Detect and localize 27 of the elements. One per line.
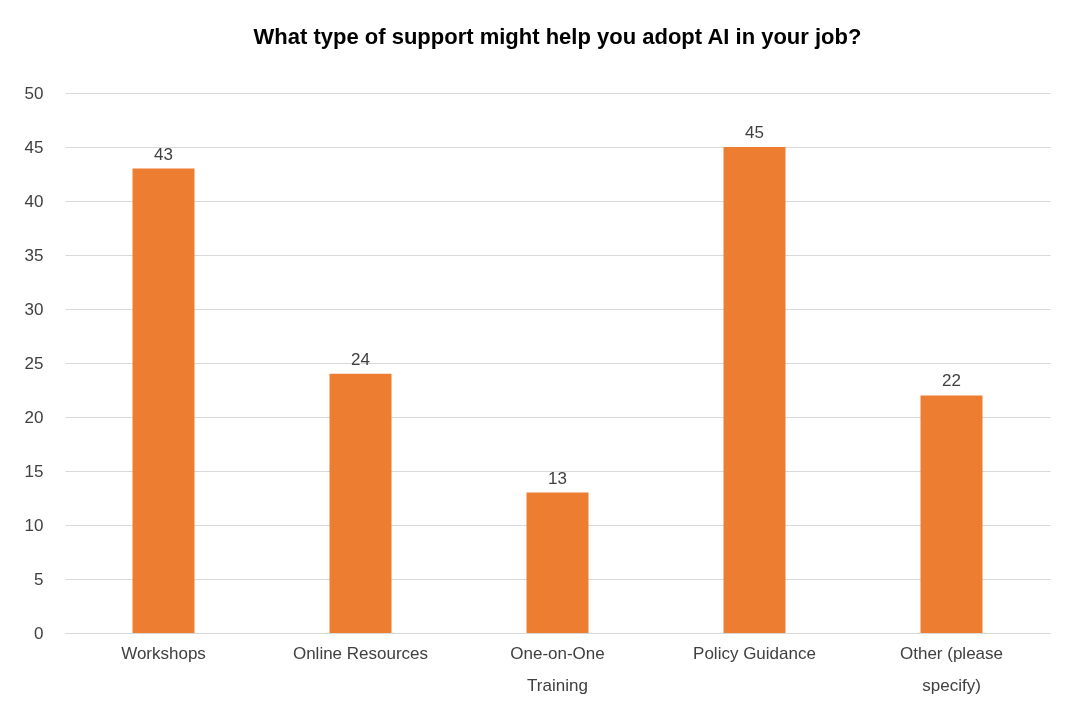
y-tick-label: 35 (24, 245, 44, 265)
y-tick-label: 15 (24, 461, 44, 481)
bar (920, 395, 983, 633)
x-tick-label: One-on-One Training (510, 643, 605, 695)
bar (329, 373, 392, 633)
y-tick-label: 20 (24, 407, 44, 427)
y-tick-label: 5 (34, 569, 44, 589)
y-tick-label: 45 (24, 137, 44, 157)
data-label: 22 (942, 371, 961, 391)
data-label: 43 (154, 144, 173, 164)
y-tick-label: 50 (24, 83, 44, 103)
y-tick-label: 40 (24, 191, 44, 211)
chart-title: What type of support might help you adopt AI in your job? (253, 24, 862, 49)
data-label: 45 (745, 123, 764, 142)
bar (526, 492, 589, 633)
x-tick-label: Workshops (121, 643, 206, 663)
bar (132, 168, 195, 633)
y-tick-label: 0 (34, 623, 44, 643)
y-tick-label: 30 (24, 299, 44, 319)
x-tick-label: Other (please specify) (900, 643, 1003, 695)
bar (723, 147, 786, 633)
x-tick-label: Online Resources (292, 643, 429, 663)
x-tick-label: Policy Guidance (693, 643, 816, 663)
y-tick-label: 25 (24, 353, 44, 373)
data-label: 13 (548, 468, 567, 488)
data-label: 24 (351, 349, 370, 369)
y-tick-label: 10 (24, 515, 44, 535)
